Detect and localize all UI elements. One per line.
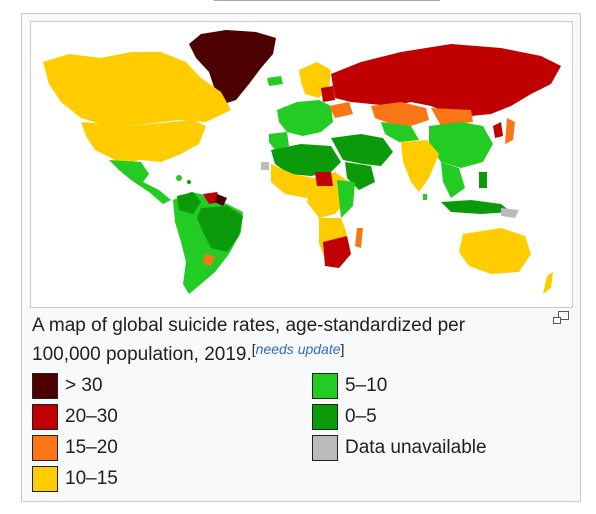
region-greenland: [189, 30, 276, 104]
legend-item: 5–10: [312, 370, 487, 401]
legend-swatch: [32, 465, 58, 492]
legend-item: Data unavailable: [312, 432, 487, 463]
legend-label: 5–10: [345, 374, 388, 396]
top-rule: [214, 0, 440, 1]
region-philippines: [479, 172, 487, 188]
map-figure: A map of global suicide rates, age-stand…: [21, 13, 581, 502]
caption-text: A map of global suicide rates, age-stand…: [32, 315, 466, 365]
region-mongolia: [431, 108, 473, 126]
legend-item: 10–15: [32, 463, 118, 494]
region-new-zealand: [543, 272, 553, 294]
region-mexico: [109, 160, 171, 204]
region-india: [401, 140, 439, 192]
region-kazakhstan: [371, 102, 429, 126]
region-chad: [315, 172, 333, 186]
legend-item: 20–30: [32, 401, 118, 432]
region-baltics: [321, 86, 335, 102]
region-uruguay: [203, 254, 215, 266]
map-caption: A map of global suicide rates, age-stand…: [32, 311, 532, 369]
legend-label: > 30: [65, 374, 103, 396]
region-europe: [277, 100, 333, 136]
region-west-africa: [271, 164, 321, 198]
region-north-africa: [271, 144, 341, 176]
region-ukraine: [329, 102, 353, 118]
legend-item: 15–20: [32, 432, 118, 463]
magnify-clip-icon[interactable]: [553, 311, 569, 325]
world-map[interactable]: [30, 21, 573, 308]
legend-item: 0–5: [312, 401, 487, 432]
region-russia: [331, 44, 561, 116]
region-madagascar: [355, 228, 363, 248]
legend-label: Data unavailable: [345, 436, 487, 458]
region-canada: [43, 52, 231, 126]
region-brazil: [197, 206, 243, 252]
region-se-asia: [441, 162, 465, 198]
legend-label: 15–20: [65, 436, 118, 458]
region-indonesia: [441, 200, 511, 214]
citation-note: [needs update]: [251, 341, 345, 357]
region-japan: [505, 118, 515, 144]
region-east-africa: [337, 180, 355, 218]
legend-item: > 30: [32, 370, 118, 401]
region-middle-east: [331, 134, 393, 166]
region-central-asia: [381, 122, 419, 142]
needs-update-link[interactable]: needs update: [255, 341, 341, 357]
legend-column-1: > 30 20–30 15–20 10–15: [32, 370, 118, 494]
region-colombia: [177, 192, 201, 214]
region-png: [501, 208, 519, 218]
legend-swatch: [312, 434, 338, 461]
region-iberia: [269, 132, 289, 150]
legend-swatch: [32, 434, 58, 461]
legend-label: 20–30: [65, 405, 118, 427]
region-suriname: [215, 194, 227, 206]
legend-swatch: [32, 403, 58, 430]
legend-label: 0–5: [345, 405, 377, 427]
legend-label: 10–15: [65, 467, 118, 489]
region-south-africa: [323, 236, 351, 268]
region-australia: [459, 228, 531, 274]
legend-column-2: 5–10 0–5 Data unavailable: [312, 370, 487, 463]
region-usa: [81, 120, 206, 164]
legend-swatch: [312, 372, 338, 399]
legend-swatch: [312, 403, 338, 430]
legend-swatch: [32, 372, 58, 399]
region-korea: [493, 122, 503, 138]
region-sri-lanka: [423, 194, 427, 200]
region-china: [429, 122, 493, 168]
